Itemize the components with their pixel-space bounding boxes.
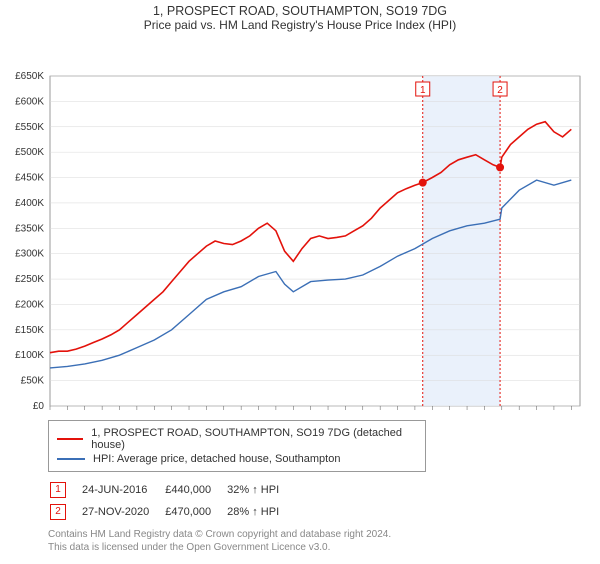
footer-line-1: Contains HM Land Registry data © Crown c… [48, 529, 391, 540]
event-price: £470,000 [165, 502, 225, 522]
event-marker: 2 [50, 504, 66, 520]
events-table: 1 24-JUN-2016£440,00032% ↑ HPI 2 27-NOV-202… [48, 478, 295, 524]
footer-line-2: This data is licensed under the Open Gov… [48, 542, 330, 553]
svg-text:1: 1 [420, 85, 426, 96]
legend-item: HPI: Average price, detached house, Sout… [57, 453, 417, 465]
svg-text:£500K: £500K [15, 147, 44, 158]
svg-text:£0: £0 [33, 401, 45, 412]
svg-text:£650K: £650K [15, 71, 44, 82]
svg-text:£550K: £550K [15, 122, 44, 133]
chart-title: 1, PROSPECT ROAD, SOUTHAMPTON, SO19 7DG [0, 4, 600, 18]
chart-legend: 1, PROSPECT ROAD, SOUTHAMPTON, SO19 7DG … [48, 420, 426, 472]
svg-text:£400K: £400K [15, 198, 44, 209]
footer-attribution: Contains HM Land Registry data © Crown c… [48, 528, 588, 554]
svg-text:2: 2 [497, 85, 503, 96]
legend-label: 1, PROSPECT ROAD, SOUTHAMPTON, SO19 7DG … [91, 427, 417, 451]
svg-text:£450K: £450K [15, 173, 44, 184]
event-date: 24-JUN-2016 [82, 480, 163, 500]
svg-text:£600K: £600K [15, 96, 44, 107]
event-marker: 1 [50, 482, 66, 498]
event-row: 1 24-JUN-2016£440,00032% ↑ HPI [50, 480, 293, 500]
svg-text:£200K: £200K [15, 299, 44, 310]
line-chart-svg: £0 £50K £100K £150K £200K £250K £300K £350K £400… [0, 36, 600, 414]
chart-area: £0 £50K £100K £150K £200K £250K £300K £350K £400… [0, 36, 600, 414]
legend-swatch [57, 458, 85, 460]
event-date: 27-NOV-2020 [82, 502, 163, 522]
event-price: £440,000 [165, 480, 225, 500]
svg-text:£300K: £300K [15, 249, 44, 260]
event-delta: 32% ↑ HPI [227, 480, 293, 500]
event-delta: 28% ↑ HPI [227, 502, 293, 522]
legend-swatch [57, 438, 83, 440]
svg-text:£50K: £50K [21, 376, 45, 387]
legend-item: 1, PROSPECT ROAD, SOUTHAMPTON, SO19 7DG … [57, 427, 417, 451]
svg-text:£250K: £250K [15, 274, 44, 285]
svg-text:£350K: £350K [15, 223, 44, 234]
legend-label: HPI: Average price, detached house, Sout… [93, 453, 340, 465]
svg-text:£150K: £150K [15, 325, 44, 336]
event-row: 2 27-NOV-2020£470,00028% ↑ HPI [50, 502, 293, 522]
svg-text:£100K: £100K [15, 350, 44, 361]
chart-subtitle: Price paid vs. HM Land Registry's House … [0, 18, 600, 32]
